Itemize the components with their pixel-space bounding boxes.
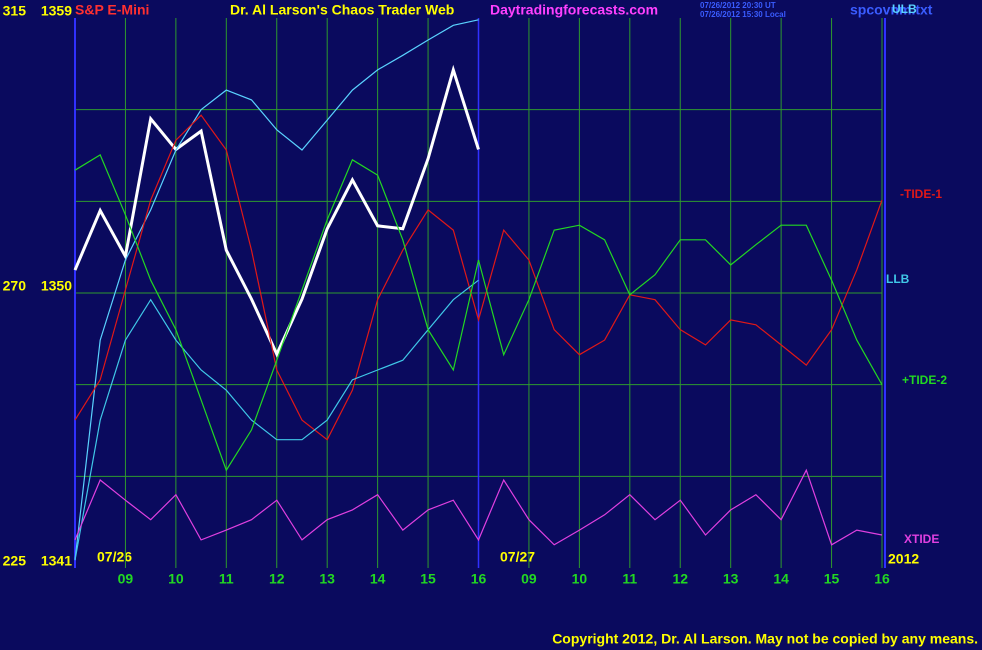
x-tick-label: 11 <box>622 571 637 587</box>
page-title: Dr. Al Larson's Chaos Trader Web <box>230 2 454 18</box>
copyright: Copyright 2012, Dr. Al Larson. May not b… <box>552 631 978 647</box>
series-line <box>74 114 883 441</box>
x-tick-label: 16 <box>874 571 890 587</box>
x-tick-label: 13 <box>723 571 739 587</box>
time-local: 07/26/2012 15:30 Local <box>700 10 786 19</box>
y-tick-label: 1359 <box>41 3 72 19</box>
x-tick-label: 12 <box>672 571 688 587</box>
x-tick-label: 10 <box>572 571 588 587</box>
legend-label: ULB <box>892 2 917 16</box>
x-tick-label: 14 <box>370 571 386 587</box>
file-name: spcovnm.txt <box>850 2 933 18</box>
series-line <box>74 279 479 561</box>
legend-label: -TIDE-1 <box>900 187 942 201</box>
legend-label: XTIDE <box>904 532 939 546</box>
date-label: 07/27 <box>500 549 535 565</box>
series-line <box>73 64 480 358</box>
x-tick-label: 10 <box>168 571 184 587</box>
series-label: S&P E-Mini <box>75 2 149 18</box>
series-line <box>74 468 883 546</box>
series-line <box>74 19 479 561</box>
y-tick-label: 1341 <box>41 553 72 569</box>
x-tick-label: 13 <box>319 571 335 587</box>
year-label: 2012 <box>888 551 919 567</box>
x-tick-label: 09 <box>118 571 134 587</box>
x-tick-label: 16 <box>471 571 487 587</box>
x-tick-label: 15 <box>420 571 436 587</box>
y2-tick-label: 225 <box>3 553 27 569</box>
site-name: Daytradingforecasts.com <box>490 2 658 18</box>
x-tick-label: 14 <box>773 571 789 587</box>
legend-label: LLB <box>886 272 910 286</box>
x-tick-label: 12 <box>269 571 285 587</box>
x-tick-label: 11 <box>219 571 234 587</box>
y-tick-label: 1350 <box>41 278 72 294</box>
time-ut: 07/26/2012 20:30 UT <box>700 1 776 10</box>
x-tick-label: 15 <box>824 571 840 587</box>
y2-tick-label: 270 <box>3 278 27 294</box>
date-label: 07/26 <box>97 549 132 565</box>
y2-tick-label: 315 <box>3 3 27 19</box>
series-line <box>74 154 883 472</box>
legend-label: +TIDE-2 <box>902 373 947 387</box>
x-tick-label: 09 <box>521 571 537 587</box>
